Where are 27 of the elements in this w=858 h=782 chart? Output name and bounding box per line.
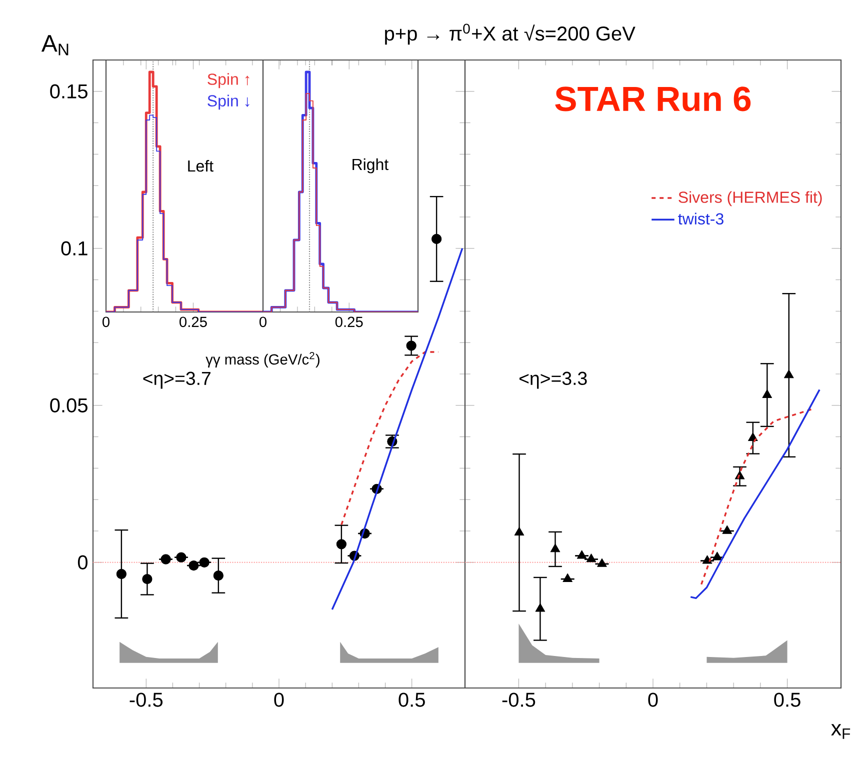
- x-tick-label: 0.5: [398, 692, 425, 707]
- x-axis-title: γγ mass (GeV/c$^{2}$): [206, 352, 320, 368]
- x-tick-label: 0.25: [335, 316, 363, 328]
- x-tick-label: 0: [648, 692, 658, 707]
- x-tick-label: 0: [102, 316, 110, 328]
- text: Spin ↓: [208, 94, 250, 110]
- text: p+p → π$^{0}$+X at √s=200 GeV: [385, 24, 636, 45]
- annotation: STAR Run 6: [555, 86, 751, 112]
- text: Spin ↑: [208, 73, 250, 88]
- x-tick-label: 0: [274, 692, 284, 707]
- y-tick-label: 0.15: [50, 84, 88, 98]
- y-tick-label: 0.05: [50, 398, 88, 412]
- x-tick-label: 0.5: [774, 692, 800, 707]
- y-tick-label: 0: [78, 555, 88, 570]
- annotation: Right: [352, 158, 388, 174]
- x-tick-label: -0.5: [502, 692, 536, 707]
- legend-label: Sivers (HERMES fit): [678, 191, 822, 206]
- x-tick-label: 0: [259, 316, 266, 328]
- y-tick-label: 0.1: [61, 241, 88, 256]
- x-tick-label: 0.25: [180, 316, 207, 328]
- annotation: Left: [188, 160, 214, 172]
- y-axis-title: A$_{N}$: [41, 35, 68, 56]
- annotation: <η>=3.3: [520, 372, 587, 389]
- x-axis-title: x$_{F}$: [831, 724, 850, 739]
- x-tick-label: -0.5: [130, 692, 163, 707]
- annotation: <η>=3.7: [143, 372, 210, 389]
- legend-label: twist-3: [678, 212, 724, 225]
